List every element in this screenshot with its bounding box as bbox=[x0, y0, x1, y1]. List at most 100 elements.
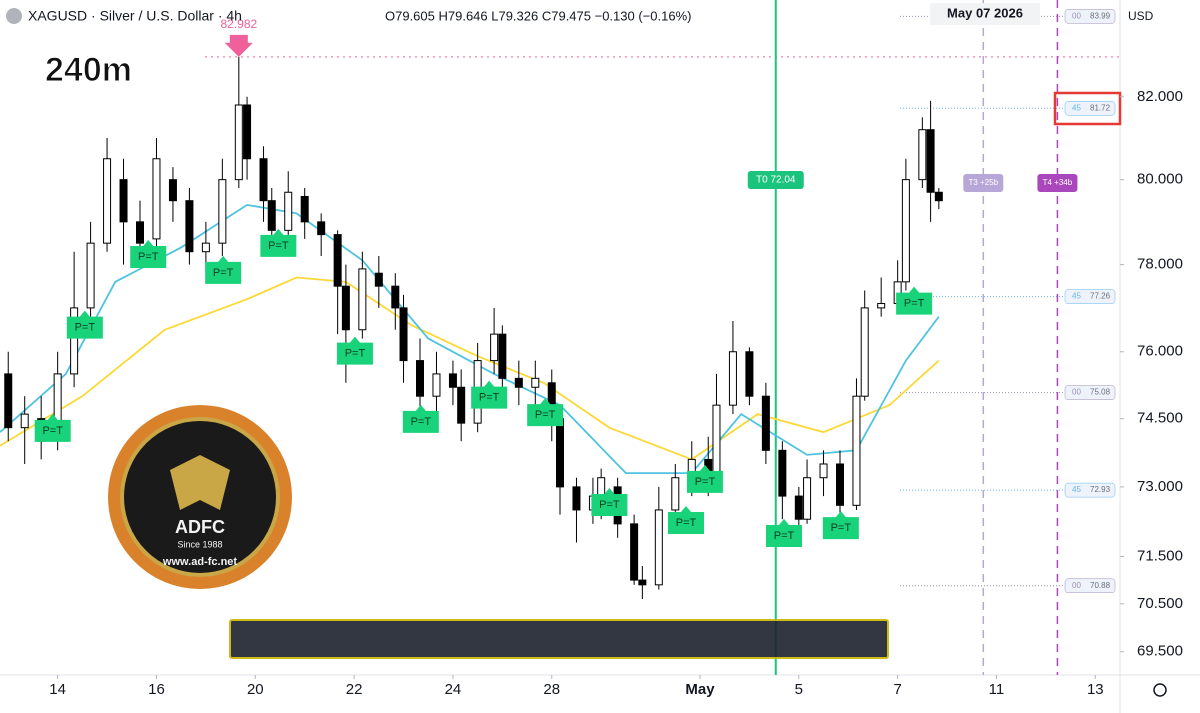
y-tick-label: 76.000 bbox=[1137, 343, 1183, 360]
candle-body bbox=[778, 449, 787, 497]
candle-body bbox=[901, 179, 910, 283]
candle-body bbox=[531, 377, 540, 388]
pt-badge bbox=[66, 310, 103, 339]
candle-body bbox=[234, 104, 243, 181]
logo-name: ADFC bbox=[175, 517, 225, 537]
level-tag-code: 00 bbox=[1072, 11, 1081, 20]
y-tick-label: 71.500 bbox=[1137, 548, 1183, 565]
x-tick-label: 20 bbox=[247, 681, 264, 698]
blurred-table bbox=[229, 619, 889, 659]
chart-title: XAGUSD · Silver / U.S. Dollar · 4h bbox=[28, 8, 242, 24]
logo-site: www.ad-fc.net bbox=[162, 556, 237, 568]
candle-body bbox=[358, 268, 367, 331]
pt-badge bbox=[130, 240, 167, 269]
candle-body bbox=[671, 477, 680, 511]
pt-badge bbox=[34, 413, 71, 442]
ohlc-readout: O79.605 H79.646 L79.326 C79.475 −0.130 (… bbox=[385, 8, 691, 23]
candle-body bbox=[761, 395, 770, 451]
pt-label: P=T bbox=[42, 425, 63, 437]
marker-label: T3 +25b bbox=[969, 178, 999, 187]
timeframe-label: 240m bbox=[45, 51, 132, 89]
candle-body bbox=[152, 158, 161, 240]
pt-badge bbox=[766, 519, 802, 548]
level-value: 72.93 bbox=[1090, 485, 1111, 494]
candle-body bbox=[136, 221, 144, 244]
candle-body bbox=[630, 523, 639, 581]
logo: ADFC Since 1988 www.ad-fc.net bbox=[108, 405, 292, 589]
marker-label: T0 72.04 bbox=[756, 175, 796, 186]
candle-body bbox=[341, 285, 350, 331]
candle-body bbox=[638, 579, 647, 586]
candle-body bbox=[300, 195, 309, 223]
logo-eagle bbox=[170, 455, 230, 510]
candle-body bbox=[556, 418, 564, 488]
y-tick-label: 73.000 bbox=[1137, 478, 1183, 495]
pt-badge bbox=[402, 404, 439, 433]
candle-body bbox=[391, 285, 400, 309]
pt-label: P=T bbox=[904, 298, 925, 310]
candle-body bbox=[836, 463, 844, 506]
pt-label: P=T bbox=[695, 476, 716, 488]
x-tick-label: 5 bbox=[795, 681, 803, 698]
level-value: 83.99 bbox=[1090, 11, 1111, 20]
candle-body bbox=[745, 351, 754, 397]
candle-body bbox=[103, 158, 112, 244]
level-tag bbox=[1064, 385, 1116, 400]
pt-label: P=T bbox=[138, 251, 159, 263]
candle-body bbox=[284, 191, 293, 231]
candle-body bbox=[498, 333, 507, 379]
candle-body bbox=[432, 373, 441, 397]
level-value: 75.08 bbox=[1090, 388, 1111, 397]
level-tag-code: 45 bbox=[1072, 103, 1081, 112]
candle-body bbox=[860, 307, 869, 397]
marker-badge bbox=[1037, 174, 1078, 192]
y-tick-label: 69.500 bbox=[1137, 643, 1183, 660]
plot-area: 00 83.99 45 81.72 45 77.26 00 75.08 45 72.93 00 70.… bbox=[0, 0, 1120, 675]
x-tick-label: 14 bbox=[49, 681, 66, 698]
candle-body bbox=[333, 234, 342, 287]
candle-body bbox=[259, 158, 268, 202]
candle-body bbox=[934, 191, 943, 202]
level-tag bbox=[1064, 9, 1116, 24]
level-tag bbox=[1064, 578, 1116, 594]
pt-label: P=T bbox=[411, 416, 432, 428]
x-tick-label: 13 bbox=[1087, 681, 1104, 698]
pt-label: P=T bbox=[479, 392, 500, 404]
pt-label: P=T bbox=[268, 240, 289, 252]
marker-label: T4 +34b bbox=[1043, 178, 1073, 187]
candle-body bbox=[374, 272, 383, 287]
pt-label: P=T bbox=[535, 409, 556, 421]
level-value: 77.26 bbox=[1090, 292, 1111, 301]
level-tag-code: 00 bbox=[1072, 581, 1081, 590]
x-tick-label: 7 bbox=[893, 681, 901, 698]
candle-body bbox=[86, 242, 95, 309]
y-tick-label: 70.500 bbox=[1137, 595, 1183, 612]
candle-body bbox=[926, 129, 935, 193]
candle-body bbox=[597, 477, 606, 497]
pt-label: P=T bbox=[75, 322, 96, 334]
level-value: 81.72 bbox=[1090, 103, 1111, 112]
marker-badge bbox=[963, 174, 1004, 192]
marker-badge bbox=[747, 171, 804, 189]
y-tick-label: 74.500 bbox=[1137, 410, 1183, 427]
settings-icon[interactable] bbox=[1153, 683, 1167, 697]
date-label: May 07 2026 bbox=[947, 5, 1023, 20]
pt-badge bbox=[668, 506, 704, 535]
currency-label: USD bbox=[1128, 9, 1154, 23]
level-tag-code: 45 bbox=[1072, 485, 1081, 494]
pt-label: P=T bbox=[831, 522, 852, 534]
logo-since: Since 1988 bbox=[177, 539, 222, 549]
candle-body bbox=[243, 104, 252, 160]
pt-badge bbox=[896, 286, 933, 315]
candle-body bbox=[20, 413, 29, 429]
x-tick-label: 22 bbox=[346, 681, 363, 698]
candle-body bbox=[70, 307, 79, 375]
candle-body bbox=[794, 495, 803, 520]
candle-body bbox=[654, 509, 663, 586]
pt-badge bbox=[205, 255, 242, 284]
x-tick-label: May bbox=[685, 681, 715, 698]
candle-body bbox=[448, 373, 457, 388]
x-tick-label: 11 bbox=[989, 681, 1005, 698]
